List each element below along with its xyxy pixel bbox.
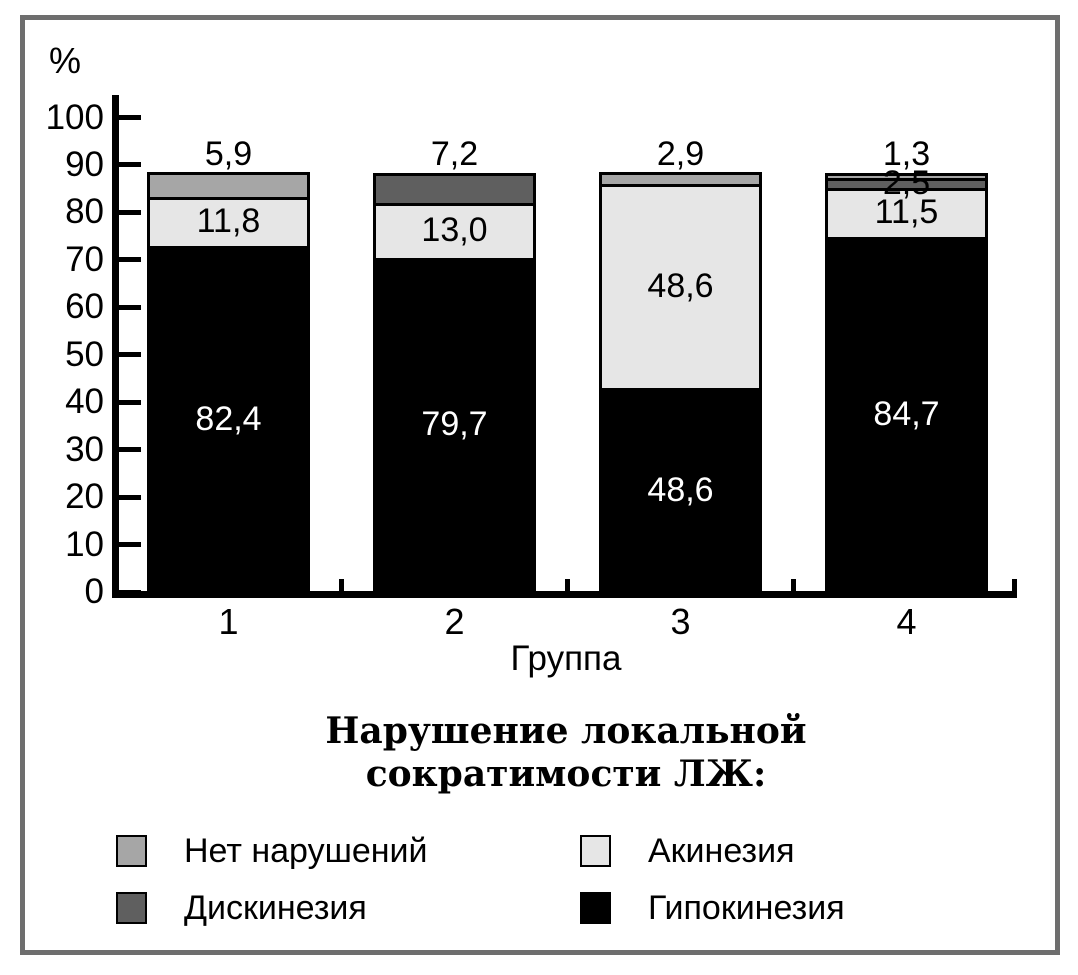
bar-segment [373, 172, 536, 204]
bar-segment-label: 48,6 [647, 470, 714, 509]
bar-segment [825, 236, 988, 592]
bar-segment-label: 11,8 [196, 202, 261, 241]
x-tick [791, 579, 796, 592]
bar-segment-label: 79,7 [421, 405, 488, 444]
legend-label: Акинезия [648, 832, 795, 870]
bar-segment-label: 7,2 [430, 135, 479, 174]
bar-segment [147, 172, 310, 197]
bar-segment [147, 246, 310, 592]
bar-segment-label: 2,9 [656, 134, 705, 173]
y-axis-unit-label: % [48, 40, 81, 81]
legend-item-no-violations: Нет нарушений [116, 832, 428, 870]
y-tick [112, 494, 141, 500]
legend-label: Гипокинезия [648, 889, 845, 927]
y-tick [112, 304, 141, 310]
y-axis-line [112, 95, 119, 598]
y-tick [112, 589, 141, 595]
bar-segment [147, 196, 310, 247]
y-tick-label: 50 [65, 334, 104, 374]
bar-segment [825, 172, 988, 178]
bar-segment-label: 82,4 [195, 399, 262, 438]
chart-title-line-2: сократимости ЛЖ: [365, 753, 767, 795]
x-category-label: 3 [670, 601, 691, 642]
legend-swatch-no-violations [116, 835, 147, 867]
bar-segment [373, 257, 536, 592]
y-tick [112, 209, 141, 215]
y-tick [112, 352, 141, 358]
bar-segment [599, 184, 762, 389]
legend-label: Дискинезия [184, 889, 367, 927]
y-tick [112, 162, 141, 168]
bar-segment-label: 13,0 [421, 210, 488, 249]
x-category-label: 4 [896, 601, 917, 642]
y-tick-label: 0 [84, 572, 104, 611]
x-tick [1011, 579, 1017, 592]
legend-item-dyskinesia: Дискинезия [116, 889, 367, 927]
chart-title: Нарушение локальной сократимости ЛЖ: [115, 710, 1017, 796]
x-category-label: 1 [218, 601, 239, 642]
y-tick-label: 100 [45, 97, 104, 137]
y-tick [112, 399, 141, 405]
legend-swatch-akinesia [580, 835, 611, 867]
bar-segment-label: 84,7 [873, 394, 940, 433]
x-tick [339, 579, 344, 592]
y-tick [112, 257, 141, 263]
y-tick-label: 70 [65, 239, 104, 279]
bar-segment-label: 2,5 [882, 163, 931, 202]
y-tick-label: 10 [65, 524, 104, 564]
x-tick [565, 579, 570, 592]
bar-segment [599, 172, 762, 185]
y-tick-label: 60 [65, 287, 104, 327]
legend-item-akinesia: Акинезия [580, 832, 794, 870]
x-axis-title: Группа [510, 639, 622, 678]
bar-segment-label: 1,3 [882, 135, 931, 174]
bar-segment-label: 48,6 [647, 266, 714, 305]
y-tick-label: 40 [65, 382, 104, 422]
y-tick-label: 80 [65, 192, 104, 232]
legend-label: Нет нарушений [184, 832, 428, 870]
y-tick-label: 30 [65, 429, 104, 469]
legend-item-hypokinesia: Гипокинезия [580, 889, 845, 927]
legend-swatch-hypokinesia [580, 892, 611, 924]
legend-swatch-dyskinesia [116, 892, 147, 924]
y-tick-label: 20 [65, 477, 104, 517]
bar-segment [373, 203, 536, 258]
chart-title-line-1: Нарушение локальной [325, 710, 807, 752]
bar-segment [599, 388, 762, 592]
y-tick [112, 542, 141, 548]
x-category-label: 2 [444, 601, 465, 642]
y-tick [112, 115, 141, 120]
bar-segment [825, 177, 988, 189]
x-axis-line [112, 591, 1017, 598]
bar-segment-label: 5,9 [204, 134, 253, 173]
y-tick [112, 447, 141, 453]
bar-segment-label: 11,5 [874, 193, 939, 232]
bar-segment [825, 188, 988, 237]
y-tick-label: 90 [65, 144, 104, 184]
